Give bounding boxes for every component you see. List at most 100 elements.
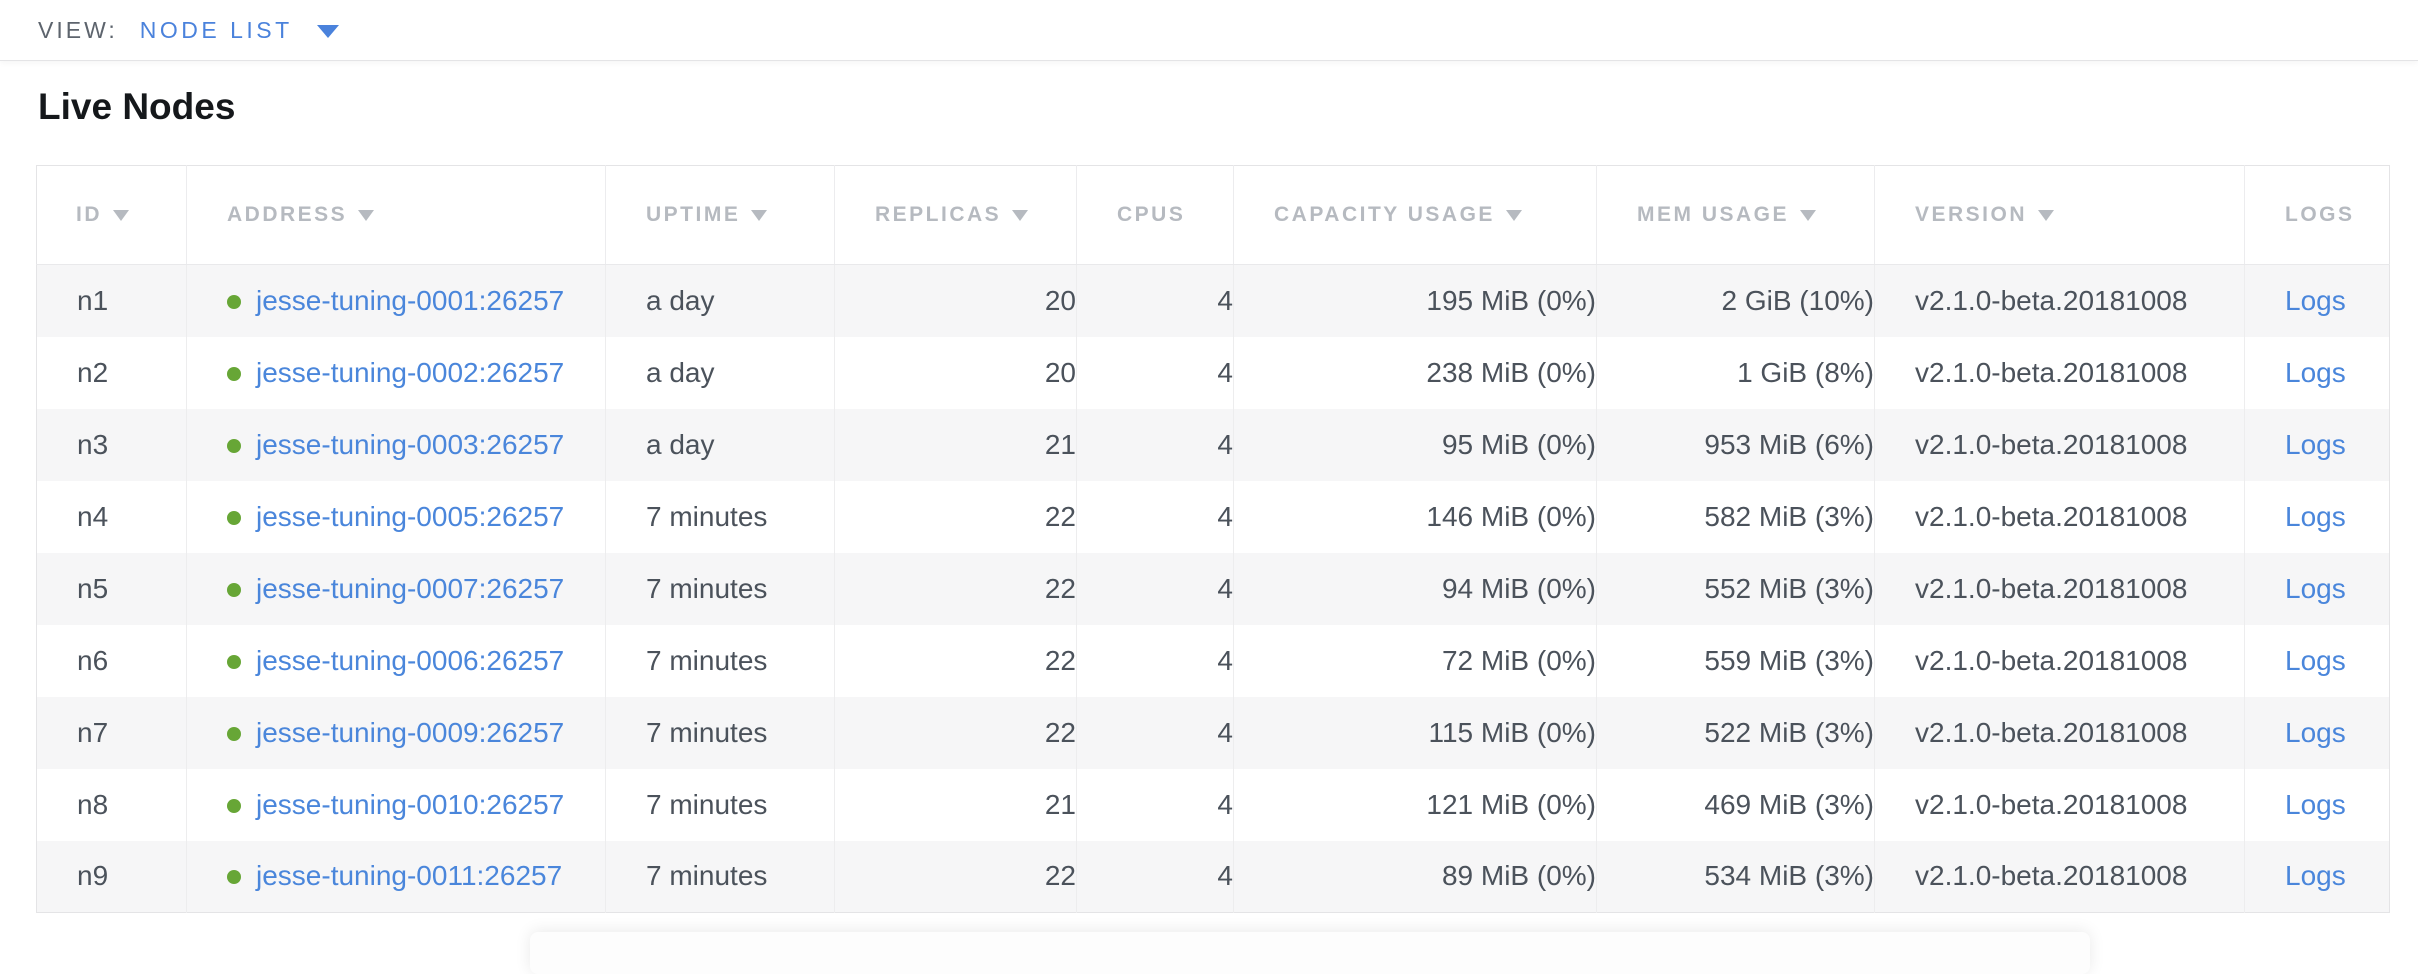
column-header-uptime[interactable]: UPTIME <box>605 165 835 265</box>
table-row: n9 jesse-tuning-0011:26257 7 minutes 22 4 89 … <box>36 840 2390 913</box>
cell-capacity: 238 MiB (0%) <box>1233 336 1597 409</box>
cell-logs: Logs <box>2244 408 2390 481</box>
logs-link[interactable]: Logs <box>2285 428 2346 460</box>
node-address-link[interactable]: jesse-tuning-0011:26257 <box>256 860 563 892</box>
table-row: n5 jesse-tuning-0007:26257 7 minutes 22 4 94 … <box>36 552 2390 625</box>
node-live-status-icon <box>227 366 241 381</box>
column-header-logs: LOGS <box>2244 165 2390 265</box>
table-row: n2 jesse-tuning-0002:26257 a day 20 4 238 MiB… <box>36 336 2390 409</box>
sort-descending-icon <box>751 210 768 221</box>
column-header-label: CPUS <box>1117 203 1186 226</box>
cell-version: v2.1.0-beta.20181008 <box>1874 768 2245 841</box>
table-header-row: ID ADDRESS UPTIME REPLICAS CPUS CAPACITY USAG… <box>36 165 2390 265</box>
cell-replicas: 22 <box>834 480 1077 553</box>
cell-logs: Logs <box>2244 264 2390 337</box>
column-header-label: CAPACITY USAGE <box>1274 203 1495 226</box>
logs-link[interactable]: Logs <box>2285 716 2346 748</box>
cell-mem: 522 MiB (3%) <box>1596 696 1875 769</box>
logs-link[interactable]: Logs <box>2285 284 2346 316</box>
node-live-status-icon <box>227 294 241 309</box>
cell-cpus: 4 <box>1076 768 1234 841</box>
live-nodes-table-container: ID ADDRESS UPTIME REPLICAS CPUS CAPACITY USAG… <box>36 165 2418 913</box>
cell-id: n6 <box>36 624 187 697</box>
cell-mem: 2 GiB (10%) <box>1596 264 1875 337</box>
logs-link[interactable]: Logs <box>2285 500 2346 532</box>
column-header-mem[interactable]: MEM USAGE <box>1596 165 1875 265</box>
cell-address: jesse-tuning-0006:26257 <box>186 624 606 697</box>
logs-link[interactable]: Logs <box>2285 788 2346 820</box>
cell-address: jesse-tuning-0011:26257 <box>186 840 606 913</box>
node-live-status-icon <box>227 438 241 453</box>
cell-logs: Logs <box>2244 840 2390 913</box>
view-label: VIEW: <box>38 16 118 43</box>
cell-logs: Logs <box>2244 336 2390 409</box>
node-address-link[interactable]: jesse-tuning-0009:26257 <box>256 716 565 748</box>
cell-mem: 534 MiB (3%) <box>1596 840 1875 913</box>
live-nodes-table: ID ADDRESS UPTIME REPLICAS CPUS CAPACITY USAG… <box>36 165 2390 913</box>
cell-id: n8 <box>36 768 187 841</box>
node-address-link[interactable]: jesse-tuning-0005:26257 <box>256 500 565 532</box>
cell-mem: 552 MiB (3%) <box>1596 552 1875 625</box>
cell-uptime: 7 minutes <box>605 624 835 697</box>
column-header-label: UPTIME <box>646 203 741 226</box>
cell-id: n7 <box>36 696 187 769</box>
node-address-link[interactable]: jesse-tuning-0002:26257 <box>256 356 565 388</box>
table-row: n3 jesse-tuning-0003:26257 a day 21 4 95 MiB … <box>36 408 2390 481</box>
cell-logs: Logs <box>2244 624 2390 697</box>
cell-address: jesse-tuning-0007:26257 <box>186 552 606 625</box>
logs-link[interactable]: Logs <box>2285 356 2346 388</box>
sort-descending-icon <box>1800 210 1817 221</box>
cell-capacity: 115 MiB (0%) <box>1233 696 1597 769</box>
sort-descending-icon <box>1012 210 1029 221</box>
cell-logs: Logs <box>2244 696 2390 769</box>
column-header-capacity[interactable]: CAPACITY USAGE <box>1233 165 1597 265</box>
column-header-version[interactable]: VERSION <box>1874 165 2245 265</box>
sort-descending-icon <box>113 210 129 221</box>
node-address-link[interactable]: jesse-tuning-0007:26257 <box>256 572 565 604</box>
cell-replicas: 22 <box>834 840 1077 913</box>
view-selector-dropdown[interactable]: NODE LIST <box>140 17 339 44</box>
logs-link[interactable]: Logs <box>2285 644 2346 676</box>
cell-address: jesse-tuning-0001:26257 <box>186 264 606 337</box>
cell-version: v2.1.0-beta.20181008 <box>1874 696 2245 769</box>
node-address-link[interactable]: jesse-tuning-0003:26257 <box>256 428 565 460</box>
view-selected-value: NODE LIST <box>139 16 293 43</box>
cell-cpus: 4 <box>1076 840 1234 913</box>
cell-mem: 1 GiB (8%) <box>1596 336 1875 409</box>
cell-version: v2.1.0-beta.20181008 <box>1874 840 2245 913</box>
cell-uptime: a day <box>605 336 835 409</box>
cell-id: n5 <box>36 552 187 625</box>
cell-capacity: 72 MiB (0%) <box>1233 624 1597 697</box>
node-address-link[interactable]: jesse-tuning-0001:26257 <box>256 284 565 316</box>
table-row: n8 jesse-tuning-0010:26257 7 minutes 21 4 121… <box>36 768 2390 841</box>
cell-cpus: 4 <box>1076 480 1234 553</box>
logs-link[interactable]: Logs <box>2285 572 2346 604</box>
cell-version: v2.1.0-beta.20181008 <box>1874 552 2245 625</box>
node-address-link[interactable]: jesse-tuning-0006:26257 <box>256 644 565 676</box>
table-row: n7 jesse-tuning-0009:26257 7 minutes 22 4 115… <box>36 696 2390 769</box>
cell-address: jesse-tuning-0005:26257 <box>186 480 606 553</box>
cell-logs: Logs <box>2244 768 2390 841</box>
cell-uptime: a day <box>605 408 835 481</box>
next-section-panel-edge <box>530 932 2090 974</box>
cell-cpus: 4 <box>1076 696 1234 769</box>
cell-address: jesse-tuning-0002:26257 <box>186 336 606 409</box>
column-header-address[interactable]: ADDRESS <box>186 165 606 265</box>
node-address-link[interactable]: jesse-tuning-0010:26257 <box>256 788 565 820</box>
column-header-id[interactable]: ID <box>36 165 187 265</box>
cell-mem: 559 MiB (3%) <box>1596 624 1875 697</box>
cell-uptime: 7 minutes <box>605 696 835 769</box>
sort-descending-icon <box>2038 210 2055 221</box>
column-header-label: ADDRESS <box>227 203 348 226</box>
cell-uptime: 7 minutes <box>605 840 835 913</box>
cell-capacity: 95 MiB (0%) <box>1233 408 1597 481</box>
cell-id: n3 <box>36 408 187 481</box>
column-header-label: REPLICAS <box>875 203 1002 226</box>
column-header-label: ID <box>76 203 102 226</box>
column-header-replicas[interactable]: REPLICAS <box>834 165 1077 265</box>
cell-id: n4 <box>36 480 187 553</box>
node-live-status-icon <box>227 726 241 741</box>
cell-uptime: a day <box>605 264 835 337</box>
logs-link[interactable]: Logs <box>2285 860 2346 892</box>
cell-mem: 582 MiB (3%) <box>1596 480 1875 553</box>
